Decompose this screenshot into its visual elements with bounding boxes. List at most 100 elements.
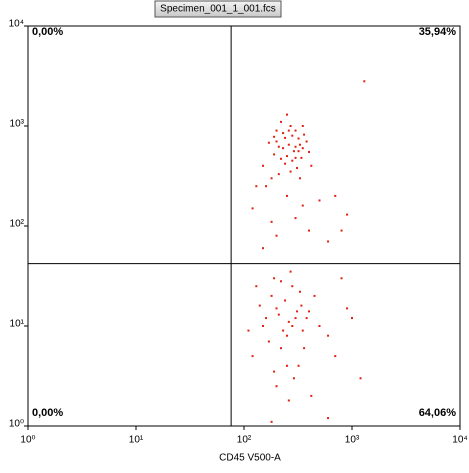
y-tick-label: 10³ xyxy=(10,119,25,130)
event-dot xyxy=(318,325,321,327)
event-dot xyxy=(308,150,311,153)
event-dot xyxy=(298,177,301,180)
event-dot xyxy=(303,133,306,136)
event-dot xyxy=(275,129,278,132)
title-tab xyxy=(154,0,282,18)
event-dot xyxy=(258,304,261,307)
event-dot xyxy=(270,420,273,423)
event-dot xyxy=(279,157,282,160)
event-dot xyxy=(273,277,276,280)
event-dot xyxy=(284,162,287,165)
event-dot xyxy=(285,364,288,367)
event-dot xyxy=(285,155,288,158)
x-tick-label: 10¹ xyxy=(129,435,144,446)
event-dot xyxy=(262,325,265,327)
event-dot xyxy=(284,299,287,302)
event-dot xyxy=(308,229,311,232)
event-dot xyxy=(294,217,297,220)
event-dot xyxy=(287,320,290,323)
event-dot xyxy=(301,204,304,207)
event-dot xyxy=(251,355,254,358)
event-dot xyxy=(282,147,285,150)
event-dot xyxy=(294,156,297,159)
event-dot xyxy=(327,240,330,243)
event-dot xyxy=(273,135,276,138)
x-axis-label: CD45 V500-A xyxy=(219,453,281,464)
event-dot xyxy=(298,143,301,146)
event-dot xyxy=(297,150,300,153)
event-dot xyxy=(262,164,265,167)
event-dot xyxy=(289,170,292,173)
plot-frame xyxy=(27,25,461,427)
event-dot xyxy=(267,141,270,144)
event-dot xyxy=(282,329,285,332)
y-tick-label: 10² xyxy=(10,219,25,230)
event-dot xyxy=(305,140,308,143)
event-dot xyxy=(275,385,278,388)
event-dot xyxy=(305,317,308,320)
event-dot xyxy=(301,329,304,332)
event-dot xyxy=(247,329,250,332)
event-dot xyxy=(287,129,290,132)
x-tick-label: 10⁰ xyxy=(20,435,35,446)
event-dot xyxy=(255,185,258,188)
event-dot xyxy=(313,294,316,297)
event-dot xyxy=(285,113,288,116)
event-dot xyxy=(303,347,306,350)
event-dot xyxy=(291,159,294,162)
event-dot xyxy=(279,347,282,350)
quadrant-label: 35,94% xyxy=(419,26,457,38)
event-dot xyxy=(285,194,288,197)
event-dot xyxy=(297,364,300,367)
y-tick-label: 10⁰ xyxy=(9,419,24,430)
event-dot xyxy=(298,290,301,293)
quadrant-label: 0,00% xyxy=(32,407,63,419)
event-dot xyxy=(265,185,268,188)
event-dot xyxy=(310,164,313,167)
event-dot xyxy=(277,173,280,176)
event-dot xyxy=(275,234,278,237)
event-dot xyxy=(327,417,330,420)
event-dot xyxy=(346,213,349,216)
event-dot xyxy=(301,125,304,127)
event-dot xyxy=(255,285,258,288)
event-dot xyxy=(334,194,337,197)
event-dot xyxy=(291,325,294,327)
event-dot xyxy=(289,270,292,273)
event-dot xyxy=(297,137,300,140)
event-dot xyxy=(294,317,297,320)
event-dot xyxy=(296,167,299,170)
event-dot xyxy=(346,307,349,310)
event-dot xyxy=(292,150,295,153)
event-dot xyxy=(292,377,295,380)
event-dot xyxy=(327,334,330,337)
chart-title: Specimen_001_1_001.fcs xyxy=(160,4,276,15)
event-dot xyxy=(282,132,285,135)
event-dot xyxy=(310,394,313,397)
event-dot xyxy=(294,129,297,132)
event-dot xyxy=(300,156,303,159)
event-dot xyxy=(308,310,311,313)
event-dot xyxy=(275,307,278,310)
event-dot xyxy=(301,147,304,150)
event-dot xyxy=(291,285,294,288)
event-dot xyxy=(363,80,366,83)
event-dot xyxy=(340,277,343,280)
event-dot xyxy=(318,199,321,202)
event-dot xyxy=(287,399,290,402)
event-dot xyxy=(340,229,343,232)
event-dot xyxy=(300,304,303,307)
event-dot xyxy=(275,140,278,143)
event-dot xyxy=(279,280,282,283)
event-dot xyxy=(270,177,273,180)
event-dot xyxy=(270,220,273,223)
event-dot xyxy=(267,340,270,343)
event-dot xyxy=(291,134,294,137)
event-dot xyxy=(262,247,265,250)
event-dot xyxy=(251,207,254,210)
event-dot xyxy=(296,310,299,313)
event-dot xyxy=(270,294,273,297)
x-tick-label: 10⁴ xyxy=(452,435,467,446)
event-dot xyxy=(265,317,268,320)
quadrant-label: 0,00% xyxy=(32,26,63,38)
